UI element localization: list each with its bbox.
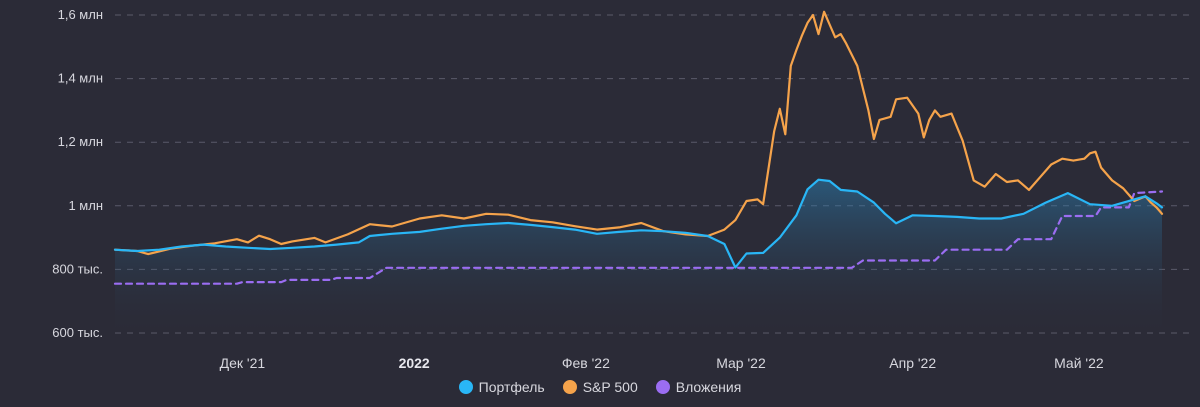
y-tick-label: 800 тыс. bbox=[52, 261, 103, 276]
legend-label-investments: Вложения bbox=[675, 379, 742, 395]
x-tick-label: Мар '22 bbox=[716, 355, 766, 371]
series-line-sp500[interactable] bbox=[113, 10, 1164, 256]
legend-label-portfolio: Портфель bbox=[478, 379, 545, 395]
x-axis-ticks: Дек '21 2022 Фев '22 Мар '22 Апр '22 Май '22 bbox=[220, 355, 1104, 371]
x-tick-label: Фев '22 bbox=[562, 355, 610, 371]
y-tick-label: 600 тыс. bbox=[52, 325, 103, 340]
x-tick-label: Дек '21 bbox=[220, 355, 266, 371]
y-tick-label: 1 млн bbox=[68, 198, 103, 213]
legend: Портфель S&P 500 Вложения bbox=[0, 376, 1200, 398]
legend-item-investments[interactable]: Вложения bbox=[655, 379, 742, 395]
legend-item-portfolio[interactable]: Портфель bbox=[458, 379, 545, 395]
x-tick-label: 2022 bbox=[399, 355, 430, 371]
x-tick-label: Май '22 bbox=[1054, 355, 1104, 371]
y-tick-label: 1,6 млн bbox=[58, 7, 103, 22]
y-tick-label: 1,4 млн bbox=[58, 71, 103, 86]
series-line-investments[interactable] bbox=[113, 190, 1164, 285]
series-line-portfolio[interactable] bbox=[113, 178, 1164, 269]
legend-swatch-sp500 bbox=[562, 380, 577, 394]
legend-swatch-portfolio bbox=[458, 380, 473, 394]
y-tick-label: 1,2 млн bbox=[58, 134, 103, 149]
y-axis-ticks: 600 тыс. 800 тыс. 1 млн 1,2 млн 1,4 млн 1,6 м… bbox=[52, 7, 103, 340]
x-tick-label: Апр '22 bbox=[889, 355, 936, 371]
legend-swatch-investments bbox=[655, 380, 670, 394]
series-area-portfolio bbox=[115, 179, 1162, 333]
legend-item-sp500[interactable]: S&P 500 bbox=[562, 379, 638, 395]
series-layer bbox=[113, 10, 1164, 333]
legend-label-sp500: S&P 500 bbox=[582, 379, 638, 395]
